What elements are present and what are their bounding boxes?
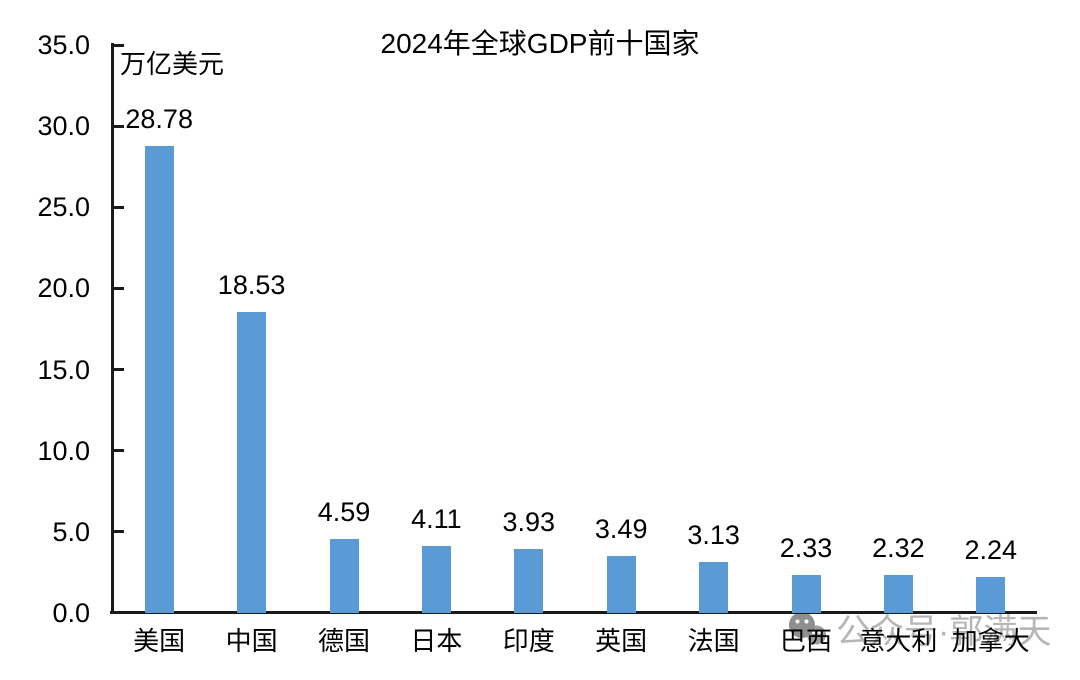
y-tick-mark bbox=[111, 530, 124, 534]
bar-value-label: 2.33 bbox=[779, 533, 833, 564]
category-label: 英国 bbox=[595, 626, 648, 656]
watermark: 公众号·郭满天 bbox=[788, 610, 1051, 653]
y-tick-label: 20.0 bbox=[37, 273, 90, 304]
y-tick-mark bbox=[111, 368, 124, 372]
y-tick-label: 25.0 bbox=[37, 192, 90, 223]
y-tick-label: 0.0 bbox=[52, 598, 90, 628]
bar-4 bbox=[421, 546, 451, 613]
bar-10 bbox=[976, 576, 1006, 613]
y-tick-label: 10.0 bbox=[37, 435, 90, 466]
bar-value-label: 18.53 bbox=[217, 270, 286, 301]
wechat-icon bbox=[788, 610, 828, 653]
category-label: 印度 bbox=[502, 626, 555, 656]
bar-6 bbox=[606, 556, 636, 613]
y-tick-label: 5.0 bbox=[52, 516, 90, 547]
y-axis-line bbox=[111, 43, 114, 614]
y-tick-label: 30.0 bbox=[37, 111, 90, 142]
bar-value-label: 2.32 bbox=[872, 533, 925, 564]
bar-5 bbox=[514, 549, 544, 613]
category-label: 美国 bbox=[133, 626, 186, 656]
y-axis-unit-label: 万亿美元 bbox=[120, 49, 225, 79]
bar-value-label: 3.49 bbox=[594, 514, 648, 545]
y-tick-mark bbox=[111, 286, 124, 290]
y-tick-label: 15.0 bbox=[37, 354, 90, 385]
bar-3 bbox=[329, 538, 359, 613]
y-tick-label: 35.0 bbox=[37, 30, 90, 60]
bar-value-label: 3.93 bbox=[502, 507, 556, 538]
category-label: 中国 bbox=[225, 626, 278, 656]
bar-2 bbox=[237, 312, 267, 613]
x-axis-line bbox=[110, 611, 1037, 614]
watermark-text: 公众号·郭满天 bbox=[836, 612, 1052, 651]
category-label: 法国 bbox=[687, 626, 740, 656]
bar-value-label: 28.78 bbox=[125, 103, 193, 134]
bar-9 bbox=[883, 575, 913, 613]
bar-value-label: 3.13 bbox=[687, 520, 740, 551]
chart-title: 2024年全球GDP前十国家 bbox=[380, 28, 700, 59]
y-tick-mark bbox=[111, 43, 124, 47]
category-label: 巴西 bbox=[779, 626, 832, 656]
bar-value-label: 2.24 bbox=[964, 534, 1018, 565]
y-tick-mark bbox=[111, 449, 124, 453]
bar-value-label: 4.59 bbox=[317, 496, 371, 527]
category-label: 意大利 bbox=[859, 626, 938, 656]
category-label: 德国 bbox=[317, 626, 370, 656]
bar-7 bbox=[699, 562, 729, 613]
bar-8 bbox=[791, 575, 821, 613]
y-tick-mark bbox=[111, 124, 124, 128]
category-label: 日本 bbox=[410, 626, 463, 656]
category-label: 加拿大 bbox=[951, 626, 1030, 656]
bar-value-label: 4.11 bbox=[411, 504, 462, 535]
bar-1 bbox=[144, 145, 174, 613]
y-tick-mark bbox=[111, 205, 124, 209]
